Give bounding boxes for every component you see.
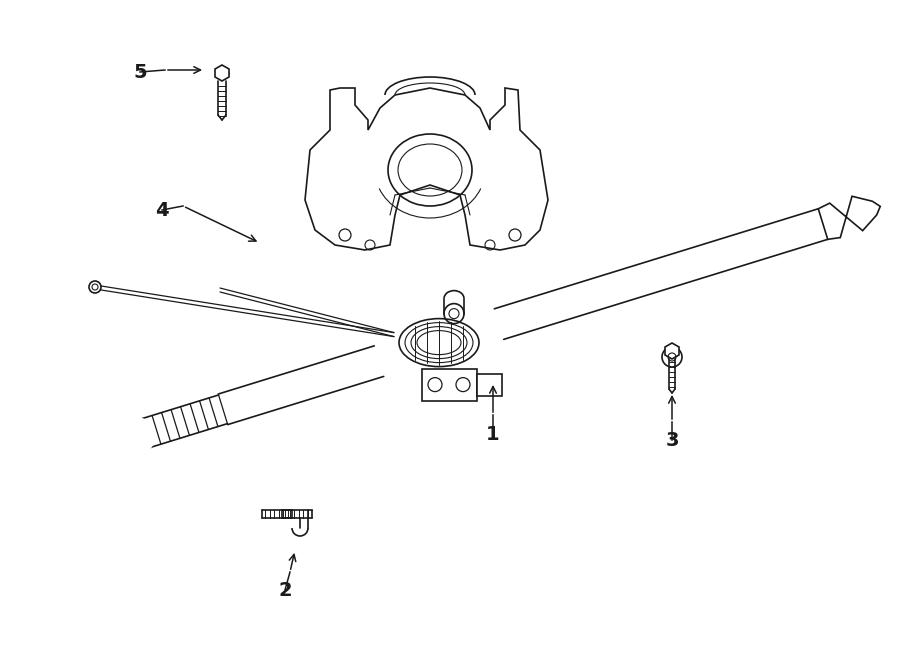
Text: 1: 1 <box>486 426 500 444</box>
Polygon shape <box>421 369 476 401</box>
Polygon shape <box>818 196 880 239</box>
Polygon shape <box>305 88 548 250</box>
Circle shape <box>115 416 155 457</box>
Polygon shape <box>665 343 679 359</box>
Text: 2: 2 <box>278 580 292 600</box>
Circle shape <box>401 305 477 381</box>
Text: 4: 4 <box>155 200 169 219</box>
Polygon shape <box>215 65 229 81</box>
Circle shape <box>662 347 682 367</box>
Circle shape <box>89 281 101 293</box>
Text: 5: 5 <box>133 63 147 81</box>
Text: 3: 3 <box>665 430 679 449</box>
Polygon shape <box>476 373 501 396</box>
